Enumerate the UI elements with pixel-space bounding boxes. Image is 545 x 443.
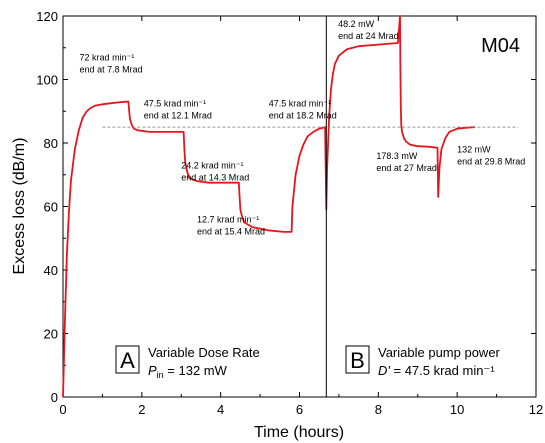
data-annotation: 47.5 krad min⁻¹ end at 18.2 Mrad (269, 98, 337, 120)
annotation-group: 72 krad min⁻¹ end at 7.8 Mrad 47.5 krad mi… (80, 19, 526, 236)
annotation-line: 12.7 krad min⁻¹ (197, 214, 259, 224)
x-tick-label: 4 (217, 402, 224, 417)
panel-b-value: = 47.5 krad min⁻¹ (390, 363, 495, 378)
panel-b-box (345, 345, 370, 374)
x-tick-label: 8 (375, 402, 382, 417)
annotation-line: end at 29.8 Mrad (457, 157, 525, 167)
annotation-line: 48.2 mW (338, 19, 375, 29)
annotation-line: end at 27 Mrad (376, 163, 437, 173)
y-tick-label: 40 (44, 263, 58, 278)
annotation-line: end at 18.2 Mrad (269, 110, 337, 120)
annotation-line: 47.5 krad min⁻¹ (144, 98, 206, 108)
data-annotation: 24.2 krad min⁻¹ end at 14.3 Mrad (181, 160, 249, 182)
y-tick-label: 80 (44, 136, 58, 151)
annotation-line: end at 15.4 Mrad (197, 226, 265, 236)
panel-a-line1: Variable Dose Rate (148, 345, 260, 360)
panel-a-subscript: in (157, 370, 164, 380)
panel-a-line2: Pin = 132 mW (148, 363, 228, 380)
x-tick-label: 6 (296, 402, 303, 417)
annotation-line: end at 24 Mrad (338, 31, 399, 41)
panel-b-letter: B (350, 348, 365, 373)
annotation-line: end at 12.1 Mrad (144, 110, 212, 120)
x-tick-label: 12 (529, 402, 543, 417)
annotation-line: end at 7.8 Mrad (80, 64, 143, 74)
data-annotation: 12.7 krad min⁻¹ end at 15.4 Mrad (197, 214, 265, 236)
data-annotation: 72 krad min⁻¹ end at 7.8 Mrad (80, 52, 143, 74)
x-tick-label: 10 (450, 402, 464, 417)
y-tick-label: 100 (36, 73, 58, 88)
annotation-line: 72 krad min⁻¹ (80, 52, 135, 62)
x-axis-label: Time (hours) (254, 424, 344, 441)
panel-label: M04 (481, 35, 520, 57)
data-annotation: 47.5 krad min⁻¹ end at 12.1 Mrad (144, 98, 212, 120)
panel-b-symbol: D' (378, 363, 390, 378)
y-tick-label: 60 (44, 200, 58, 215)
y-tick-label: 120 (36, 9, 58, 24)
panel-a-value: = 132 mW (164, 363, 228, 378)
data-annotation: 132 mW end at 29.8 Mrad (457, 145, 525, 167)
x-tick-label: 2 (138, 402, 145, 417)
annotation-line: end at 14.3 Mrad (181, 172, 249, 182)
x-tick-label: 0 (59, 402, 66, 417)
panel-b-line2: D' = 47.5 krad min⁻¹ (378, 363, 495, 378)
y-tick-label: 20 (44, 327, 58, 342)
annotation-line: 178.3 mW (376, 151, 418, 161)
panel-b-line1: Variable pump power (378, 345, 501, 360)
panel-a-letter: A (120, 348, 135, 373)
annotation-line: 132 mW (457, 145, 491, 155)
annotation-line: 24.2 krad min⁻¹ (181, 160, 243, 170)
loss-series-line (62, 15, 475, 398)
panel-a-symbol: P (148, 363, 157, 378)
annotation-line: 47.5 krad min⁻¹ (269, 98, 331, 108)
y-tick-label: 0 (51, 390, 58, 405)
panel-a-box (115, 345, 140, 374)
series-group (62, 15, 519, 398)
data-annotation: 178.3 mW end at 27 Mrad (376, 151, 437, 173)
data-annotation: 48.2 mW end at 24 Mrad (338, 19, 399, 41)
y-axis-label: Excess loss (dB/m) (11, 138, 28, 275)
